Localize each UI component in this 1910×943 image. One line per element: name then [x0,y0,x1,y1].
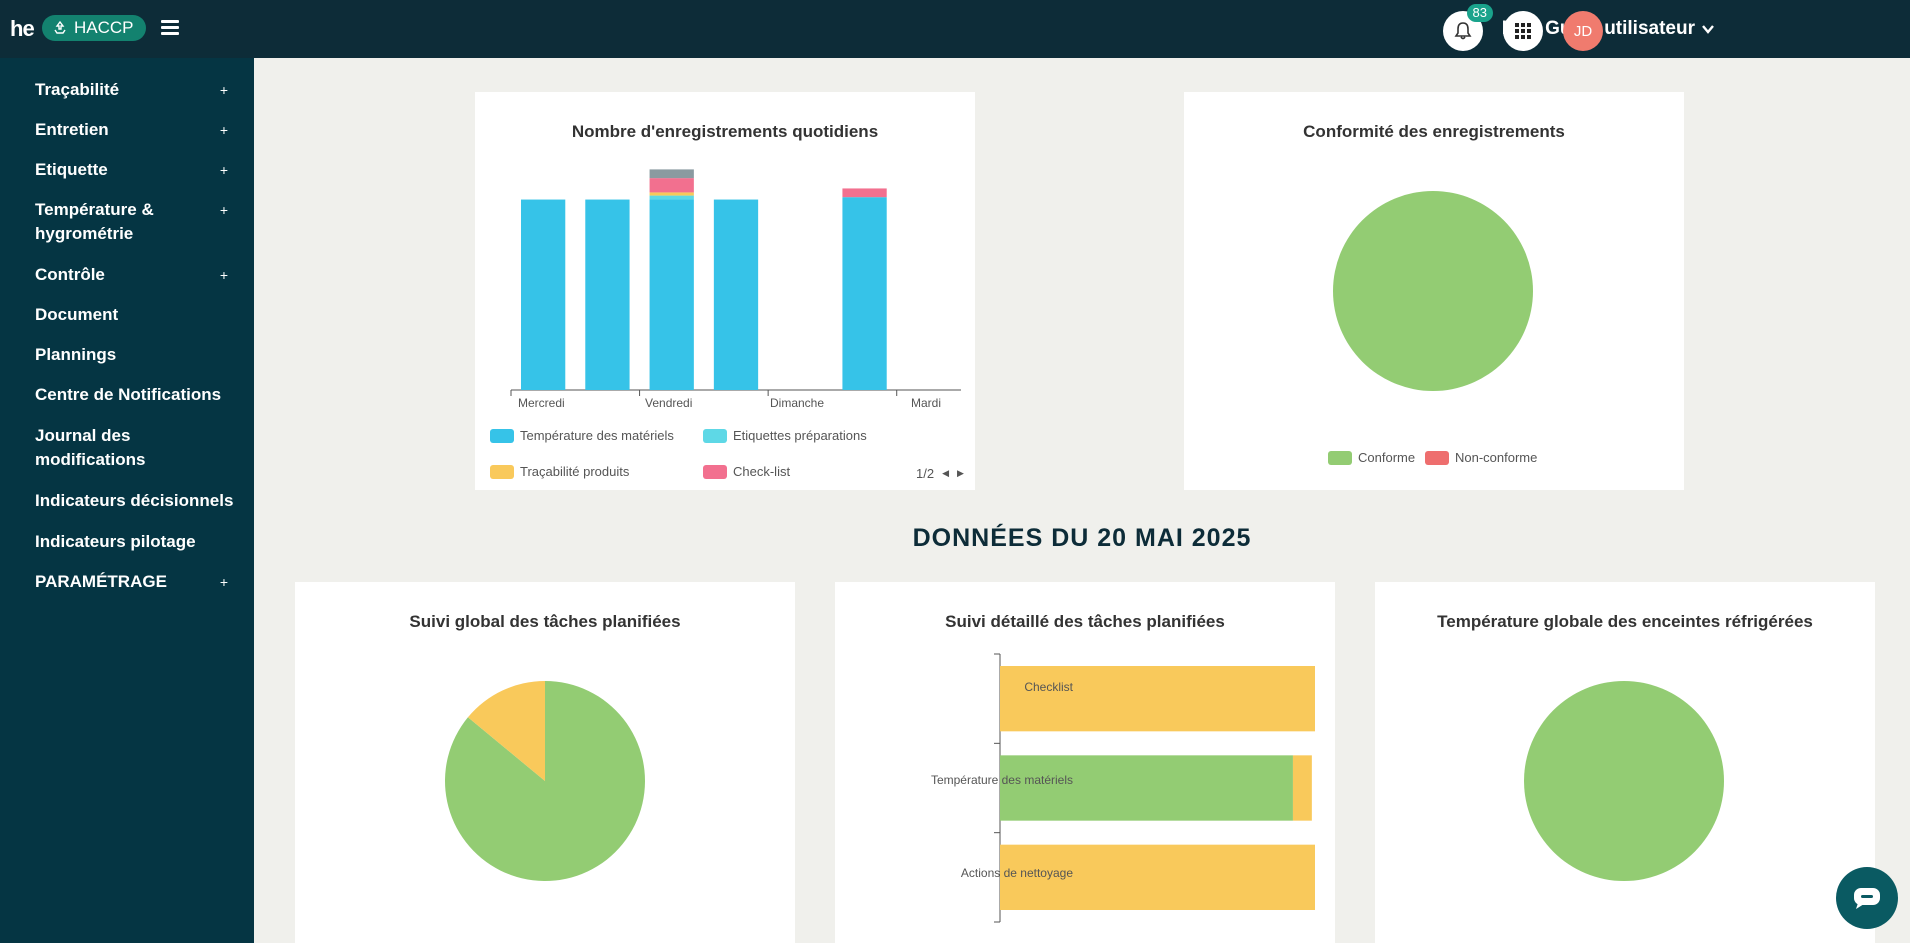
fridge-temp-card: Température globale des enceintes réfrig… [1375,582,1875,943]
sidebar-item-indicateurs-decisionnels[interactable]: Indicateurs décisionnels [35,491,234,510]
sidebar-item-indicateurs-pilotage[interactable]: Indicateurs pilotage [35,532,196,551]
y-tick-label: Température des matériels [930,773,1073,787]
bar-segment [842,197,887,390]
daily-records-chart [510,169,961,396]
chat-button[interactable] [1836,867,1898,929]
menu-toggle-icon[interactable] [161,20,179,36]
apps-grid-button[interactable] [1503,11,1543,51]
legend-item[interactable]: Température des matériels [490,428,674,443]
sidebar: Traçabilité + Entretien + Etiquette + Tempé… [0,58,254,943]
sidebar-item-notifications[interactable]: Centre de Notifications [35,385,222,404]
detail-tasks-chart [994,653,1315,923]
sidebar-item-parametrage[interactable]: PARAMÉTRAGE + [35,570,235,594]
brand-logo[interactable]: he [10,16,35,41]
conformity-pie [1333,191,1533,391]
notification-count-badge: 83 [1466,4,1493,22]
bar-segment [649,192,694,196]
card-title: Conformité des enregistrements [1303,122,1565,141]
card-title: Nombre d'enregistrements quotidiens [571,122,879,141]
expand-icon: + [219,202,228,218]
y-tick-label: Actions de nettoyage [960,866,1073,880]
card-title: Suivi détaillé des tâches planifiées [945,612,1225,631]
bar-segment [585,199,630,390]
bar-segment [1000,755,1293,821]
bell-icon [1454,22,1472,40]
expand-icon: + [219,267,228,283]
bar-segment [1292,755,1312,821]
expand-icon: + [219,122,228,138]
recycle-icon [54,20,66,34]
legend-item[interactable]: Traçabilité produits [490,464,629,479]
detail-tasks-card: Suivi détaillé des tâches planifiées Che… [835,582,1335,943]
global-tasks-card: Suivi global des tâches planifiées [295,582,795,943]
sidebar-item-etiquette[interactable]: Etiquette + [35,158,235,182]
bar-segment [649,178,694,193]
section-title: DONNÉES DU 20 MAI 2025 [912,524,1252,552]
y-tick-label: Checklist [1024,680,1073,694]
app-name: HACCP [74,18,134,37]
sidebar-item-journal[interactable]: Journal des modifications [35,426,146,469]
pie-slice [1524,681,1724,881]
next-page-icon[interactable]: ▶ [957,468,964,478]
grid-icon [1515,23,1531,39]
x-tick-label: Mercredi [518,396,565,410]
top-bar: he HACCP HE - Guide utilisateur 83 JD [0,0,1910,58]
global-tasks-pie [445,681,645,881]
sidebar-item-temperature[interactable]: Température & hygrométrie + [35,200,228,243]
bar-segment [713,199,759,390]
x-tick-label: Dimanche [770,396,825,410]
daily-records-card: Nombre d'enregistrements quotidiens Merc… [475,92,975,490]
card-title: Suivi global des tâches planifiées [409,612,681,631]
sidebar-item-entretien[interactable]: Entretien + [35,118,235,142]
fridge-temp-pie [1524,681,1724,881]
expand-icon: + [219,82,228,98]
bar-segment [1000,666,1315,732]
legend-pager[interactable]: 1/2 ◀ ▶ [916,466,964,481]
conformity-card: Conformité des enregistrements Conforme … [1184,92,1684,490]
bar-segment [521,199,566,390]
bar-segment [1000,844,1315,910]
bar-segment [649,199,694,390]
notifications-button[interactable]: 83 [1443,4,1493,51]
sidebar-item-controle[interactable]: Contrôle + [35,263,235,287]
chevron-down-icon [1702,25,1714,34]
bar-segment [842,188,887,198]
user-avatar[interactable]: JD [1563,11,1603,51]
bar-segment [649,195,694,200]
prev-page-icon[interactable]: ◀ [942,468,949,478]
card-title: Température globale des enceintes réfrig… [1437,612,1813,631]
expand-icon: + [219,574,228,590]
legend-item[interactable]: Etiquettes préparations [703,428,867,443]
bar-segment [649,169,694,179]
pie-slice [1333,191,1533,391]
legend-item[interactable]: Non-conforme [1425,450,1537,465]
expand-icon: + [219,162,228,178]
sidebar-item-tracabilite[interactable]: Traçabilité + [35,78,235,102]
chat-icon [1854,888,1880,909]
sidebar-item-document[interactable]: Document [35,305,119,324]
x-tick-label: Vendredi [645,396,693,410]
legend-item[interactable]: Check-list [703,464,790,479]
sidebar-item-plannings[interactable]: Plannings [35,345,117,364]
legend-item[interactable]: Conforme [1328,450,1415,465]
pie-slice [467,681,545,781]
app-switcher-pill[interactable]: HACCP [42,15,146,41]
x-tick-label: Mardi [911,396,942,410]
